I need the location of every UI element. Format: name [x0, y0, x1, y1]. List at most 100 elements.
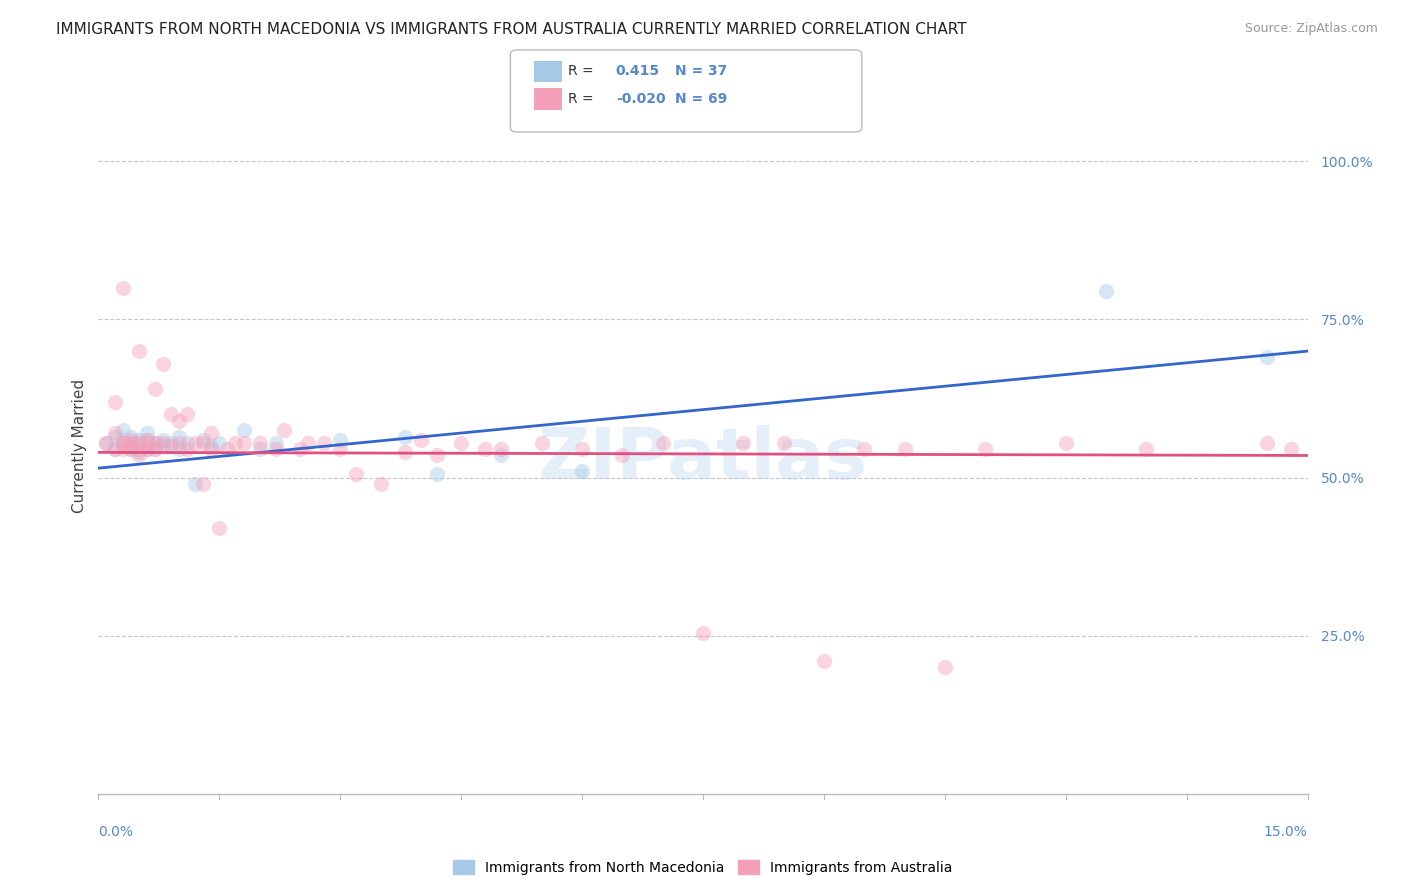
Point	[103, 442, 125, 457]
Point	[167, 414, 190, 428]
Point	[813, 654, 835, 668]
Point	[450, 435, 472, 450]
Point	[297, 435, 319, 450]
Point	[893, 442, 915, 457]
Point	[530, 435, 553, 450]
Point	[103, 394, 125, 409]
Point	[314, 435, 336, 450]
Point	[111, 439, 134, 453]
Point	[176, 408, 198, 422]
Point	[120, 433, 142, 447]
Point	[264, 442, 287, 457]
Point	[193, 435, 215, 450]
Point	[200, 426, 222, 441]
Point	[934, 660, 956, 674]
Point	[1256, 351, 1278, 365]
Point	[111, 435, 134, 450]
Point	[612, 449, 634, 463]
Point	[96, 435, 118, 450]
Point	[160, 439, 183, 453]
Point	[184, 435, 207, 450]
Point	[208, 435, 231, 450]
Point	[96, 435, 118, 450]
Point	[111, 435, 134, 450]
Point	[120, 435, 142, 450]
Text: N = 37: N = 37	[675, 64, 727, 78]
Point	[329, 433, 352, 447]
Point	[409, 433, 432, 447]
Point	[103, 426, 125, 441]
Point	[152, 357, 174, 371]
Point	[128, 435, 150, 450]
Point	[167, 429, 190, 443]
Point	[135, 433, 157, 447]
Point	[249, 435, 271, 450]
Point	[426, 467, 449, 482]
Y-axis label: Currently Married: Currently Married	[72, 379, 87, 513]
Point	[152, 439, 174, 453]
Point	[143, 442, 166, 457]
Point	[853, 442, 876, 457]
Point	[128, 445, 150, 459]
Point	[120, 442, 142, 457]
Point	[120, 442, 142, 457]
Point	[111, 423, 134, 437]
Point	[426, 449, 449, 463]
Point	[103, 429, 125, 443]
Point	[160, 408, 183, 422]
Point	[208, 521, 231, 535]
Point	[167, 435, 190, 450]
Point	[344, 467, 367, 482]
Point	[1095, 284, 1118, 298]
Point	[200, 442, 222, 457]
Point	[329, 442, 352, 457]
Point	[111, 281, 134, 295]
Point	[128, 449, 150, 463]
Point	[152, 435, 174, 450]
Point	[111, 442, 134, 457]
Point	[200, 439, 222, 453]
Text: Source: ZipAtlas.com: Source: ZipAtlas.com	[1244, 22, 1378, 36]
Text: R =: R =	[568, 92, 598, 106]
Point	[772, 435, 794, 450]
Point	[143, 435, 166, 450]
Point	[176, 442, 198, 457]
Point	[135, 433, 157, 447]
Point	[128, 344, 150, 359]
Point	[160, 435, 183, 450]
Point	[224, 435, 246, 450]
Text: 15.0%: 15.0%	[1264, 825, 1308, 839]
Point	[184, 477, 207, 491]
Text: -0.020: -0.020	[616, 92, 665, 106]
Text: R =: R =	[568, 64, 602, 78]
Point	[217, 442, 239, 457]
Point	[474, 442, 496, 457]
Point	[128, 433, 150, 447]
Point	[167, 442, 190, 457]
Legend: Immigrants from North Macedonia, Immigrants from Australia: Immigrants from North Macedonia, Immigra…	[447, 855, 959, 880]
Point	[264, 435, 287, 450]
Point	[232, 423, 254, 437]
Point	[135, 426, 157, 441]
Point	[120, 429, 142, 443]
Point	[571, 464, 593, 478]
Point	[143, 435, 166, 450]
Point	[733, 435, 755, 450]
Point	[370, 477, 392, 491]
Point	[1256, 435, 1278, 450]
Point	[1281, 442, 1303, 457]
Text: 0.0%: 0.0%	[98, 825, 134, 839]
Point	[491, 449, 513, 463]
Point	[176, 435, 198, 450]
Point	[120, 435, 142, 450]
Text: ZIPatlas: ZIPatlas	[538, 425, 868, 494]
Point	[135, 442, 157, 457]
Point	[571, 442, 593, 457]
Point	[193, 433, 215, 447]
Point	[249, 442, 271, 457]
Point	[651, 435, 673, 450]
Point	[143, 442, 166, 457]
Text: IMMIGRANTS FROM NORTH MACEDONIA VS IMMIGRANTS FROM AUSTRALIA CURRENTLY MARRIED C: IMMIGRANTS FROM NORTH MACEDONIA VS IMMIG…	[56, 22, 967, 37]
Point	[193, 477, 215, 491]
Point	[273, 423, 295, 437]
